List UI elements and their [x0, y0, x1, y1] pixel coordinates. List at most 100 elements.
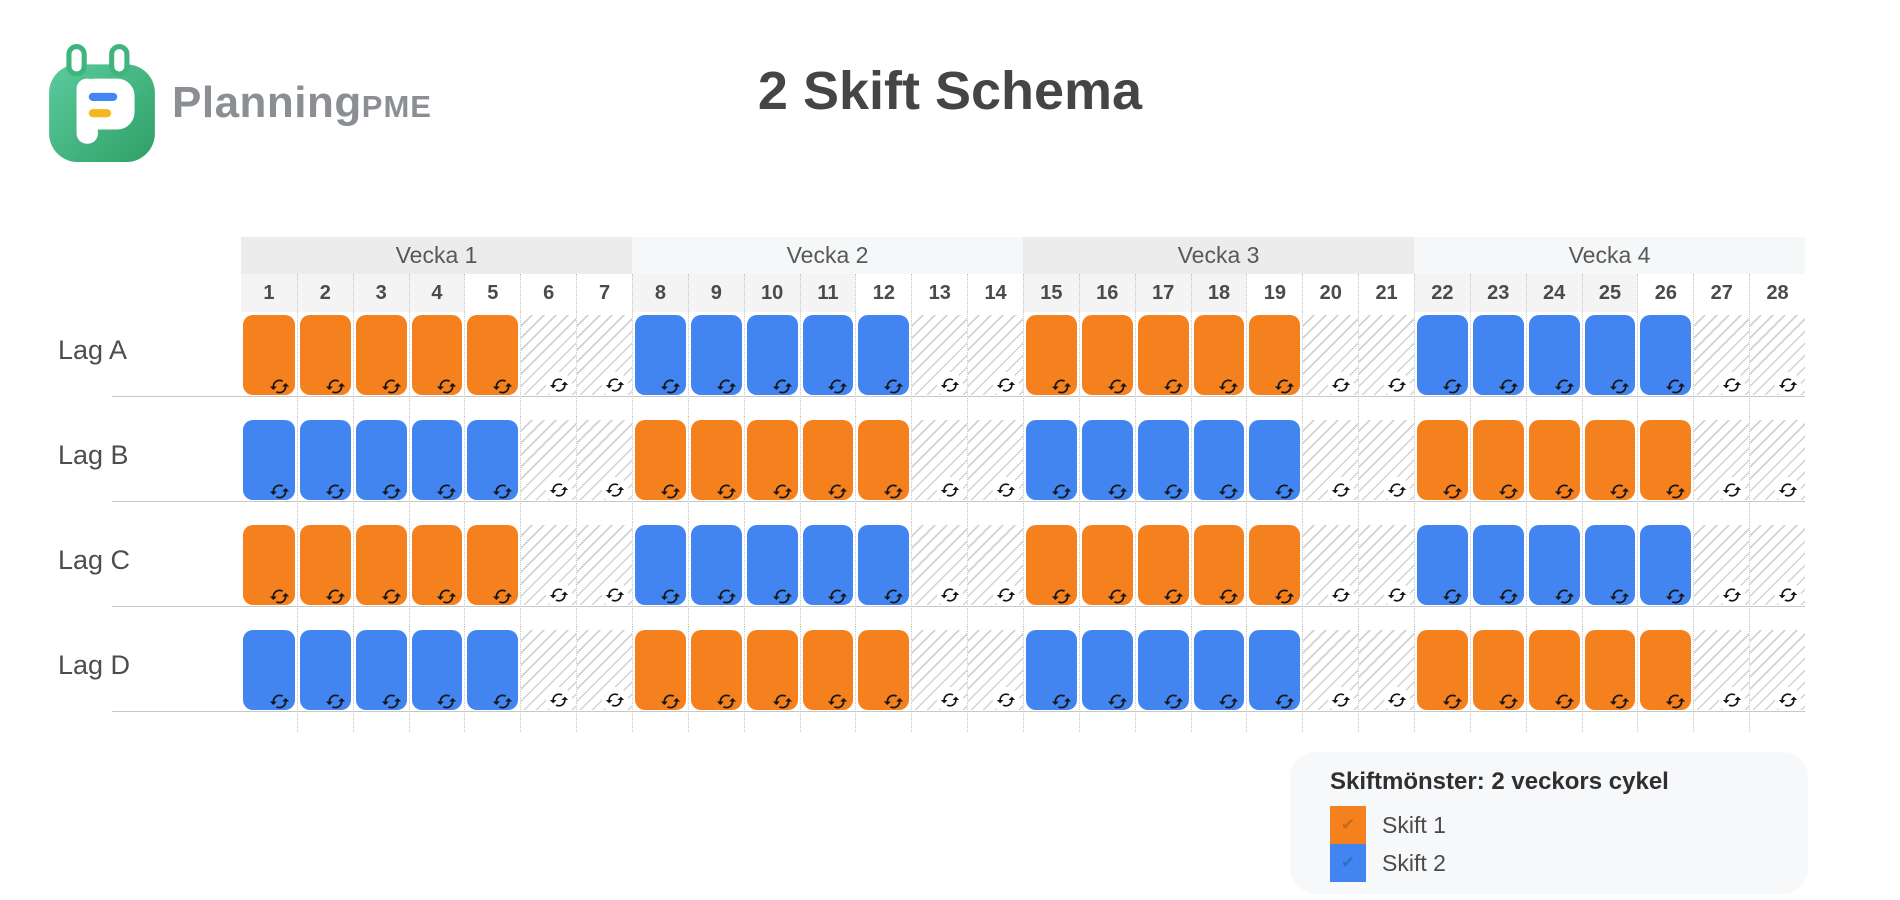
- shift-cell[interactable]: [1693, 627, 1750, 732]
- shift-block-skift1[interactable]: [802, 630, 854, 710]
- shift-cell[interactable]: [1302, 417, 1359, 522]
- shift-cell[interactable]: [1190, 417, 1247, 522]
- day-off-block[interactable]: [521, 315, 577, 398]
- shift-block-skift1[interactable]: [1249, 315, 1301, 395]
- shift-block-skift1[interactable]: [1137, 525, 1189, 605]
- shift-block-skift2[interactable]: [1640, 315, 1692, 395]
- shift-cell[interactable]: [967, 522, 1023, 627]
- shift-block-skift2[interactable]: [690, 525, 742, 605]
- shift-block-skift2[interactable]: [746, 525, 798, 605]
- shift-cell[interactable]: [296, 627, 353, 732]
- shift-block-skift1[interactable]: [1249, 525, 1301, 605]
- shift-cell[interactable]: [1414, 312, 1470, 417]
- day-off-block[interactable]: [1750, 315, 1805, 398]
- shift-block-skift1[interactable]: [243, 315, 295, 395]
- shift-block-skift2[interactable]: [1193, 420, 1245, 500]
- shift-block-skift1[interactable]: [1137, 315, 1189, 395]
- shift-cell[interactable]: [1749, 312, 1805, 417]
- shift-cell[interactable]: [1693, 522, 1750, 627]
- shift-block-skift2[interactable]: [467, 630, 519, 710]
- shift-cell[interactable]: [687, 522, 744, 627]
- shift-cell[interactable]: [1581, 522, 1638, 627]
- shift-block-skift2[interactable]: [1417, 315, 1468, 395]
- shift-block-skift1[interactable]: [467, 315, 519, 395]
- shift-cell[interactable]: [1525, 417, 1582, 522]
- shift-block-skift2[interactable]: [1640, 525, 1692, 605]
- shift-block-skift2[interactable]: [746, 315, 798, 395]
- shift-cell[interactable]: [911, 312, 968, 417]
- day-off-block[interactable]: [1750, 420, 1805, 503]
- shift-cell[interactable]: [1469, 312, 1526, 417]
- shift-block-skift1[interactable]: [690, 630, 742, 710]
- shift-cell[interactable]: [1525, 312, 1582, 417]
- shift-block-skift1[interactable]: [858, 630, 910, 710]
- shift-block-skift2[interactable]: [243, 630, 295, 710]
- shift-block-skift1[interactable]: [1026, 315, 1077, 395]
- shift-cell[interactable]: [1693, 312, 1750, 417]
- shift-cell[interactable]: [911, 417, 968, 522]
- day-off-block[interactable]: [1694, 630, 1750, 713]
- shift-cell[interactable]: [1078, 312, 1135, 417]
- shift-cell[interactable]: [464, 627, 520, 732]
- shift-cell[interactable]: [241, 627, 297, 732]
- shift-block-skift1[interactable]: [355, 315, 407, 395]
- shift-cell[interactable]: [1134, 312, 1191, 417]
- shift-cell[interactable]: [632, 417, 688, 522]
- shift-cell[interactable]: [1525, 627, 1582, 732]
- shift-block-skift2[interactable]: [858, 525, 910, 605]
- shift-cell[interactable]: [296, 312, 353, 417]
- shift-block-skift1[interactable]: [1528, 630, 1580, 710]
- shift-cell[interactable]: [1469, 417, 1526, 522]
- day-off-block[interactable]: [577, 315, 632, 398]
- shift-block-skift1[interactable]: [1417, 630, 1468, 710]
- shift-cell[interactable]: [1414, 417, 1470, 522]
- shift-cell[interactable]: [1023, 522, 1079, 627]
- shift-cell[interactable]: [799, 627, 856, 732]
- shift-cell[interactable]: [799, 522, 856, 627]
- shift-cell[interactable]: [1246, 312, 1302, 417]
- shift-cell[interactable]: [855, 522, 911, 627]
- shift-block-skift2[interactable]: [1417, 525, 1468, 605]
- day-off-block[interactable]: [968, 630, 1023, 713]
- shift-cell[interactable]: [241, 417, 297, 522]
- shift-block-skift1[interactable]: [1640, 420, 1692, 500]
- shift-cell[interactable]: [1023, 312, 1079, 417]
- shift-block-skift2[interactable]: [1249, 420, 1301, 500]
- shift-block-skift1[interactable]: [635, 420, 686, 500]
- shift-cell[interactable]: [352, 522, 409, 627]
- shift-block-skift1[interactable]: [1417, 420, 1468, 500]
- shift-cell[interactable]: [967, 627, 1023, 732]
- shift-cell[interactable]: [1302, 627, 1359, 732]
- shift-cell[interactable]: [1246, 522, 1302, 627]
- day-off-block[interactable]: [521, 525, 577, 608]
- shift-cell[interactable]: [1525, 522, 1582, 627]
- shift-block-skift1[interactable]: [635, 630, 686, 710]
- shift-block-skift1[interactable]: [1472, 420, 1524, 500]
- shift-block-skift2[interactable]: [1528, 315, 1580, 395]
- shift-cell[interactable]: [1637, 627, 1693, 732]
- shift-cell[interactable]: [520, 627, 577, 732]
- shift-cell[interactable]: [1358, 312, 1414, 417]
- shift-cell[interactable]: [1078, 522, 1135, 627]
- shift-cell[interactable]: [799, 312, 856, 417]
- day-off-block[interactable]: [912, 315, 968, 398]
- shift-cell[interactable]: [1190, 522, 1247, 627]
- shift-cell[interactable]: [576, 312, 632, 417]
- shift-cell[interactable]: [352, 627, 409, 732]
- shift-block-skift2[interactable]: [299, 420, 351, 500]
- day-off-block[interactable]: [1359, 315, 1414, 398]
- shift-block-skift1[interactable]: [1640, 630, 1692, 710]
- shift-cell[interactable]: [1190, 312, 1247, 417]
- shift-block-skift1[interactable]: [690, 420, 742, 500]
- shift-cell[interactable]: [1414, 627, 1470, 732]
- shift-block-skift2[interactable]: [243, 420, 295, 500]
- shift-block-skift2[interactable]: [1584, 315, 1636, 395]
- shift-block-skift2[interactable]: [1528, 525, 1580, 605]
- shift-cell[interactable]: [1246, 417, 1302, 522]
- shift-cell[interactable]: [1581, 627, 1638, 732]
- shift-cell[interactable]: [687, 312, 744, 417]
- shift-block-skift1[interactable]: [1193, 315, 1245, 395]
- shift-cell[interactable]: [632, 312, 688, 417]
- day-off-block[interactable]: [577, 420, 632, 503]
- shift-cell[interactable]: [296, 417, 353, 522]
